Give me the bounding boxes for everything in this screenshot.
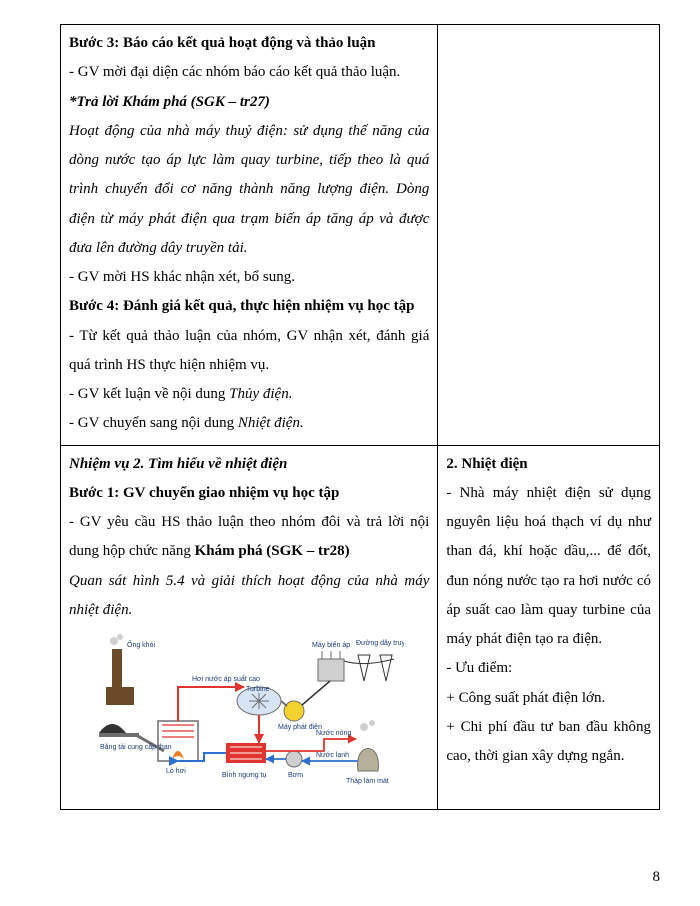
- thermal-plant-svg: Ống khói Băng tải cung cấp than: [94, 631, 404, 801]
- step1-line1: - GV yêu cầu HS thảo luận theo nhóm đôi …: [69, 508, 429, 567]
- cell-row2-left: Nhiệm vụ 2. Tìm hiểu về nhiệt điện Bước …: [61, 445, 438, 810]
- cell-row2-right: 2. Nhiệt điện - Nhà máy nhiệt điện sử dụ…: [438, 445, 660, 810]
- cell-row1-right: [438, 25, 660, 446]
- page-number: 8: [653, 863, 661, 892]
- step3-title: Bước 3: Báo cáo kết quả hoạt động và thả…: [69, 29, 429, 58]
- r2-heading: 2. Nhiệt điện: [446, 450, 651, 479]
- answer-title: *Trả lời Khám phá (SGK – tr27): [69, 88, 429, 117]
- step4-line3-pre: - GV chuyển sang nội dung: [69, 415, 238, 431]
- lbl-nuoc-nong: Nước nóng: [316, 730, 351, 737]
- task2-title: Nhiệm vụ 2. Tìm hiểu về nhiệt điện: [69, 450, 429, 479]
- step3-line1: - GV mời đại diện các nhóm báo cáo kết q…: [69, 58, 429, 87]
- lbl-thap-lam-mat: Tháp làm mát: [346, 778, 389, 785]
- r2-body: - Nhà máy nhiệt điện sử dụng nguyên liệu…: [446, 479, 651, 655]
- step4-line2-em: Thủy điện.: [229, 386, 292, 402]
- table-row: Nhiệm vụ 2. Tìm hiểu về nhiệt điện Bước …: [61, 445, 660, 810]
- thermal-plant-diagram: Ống khói Băng tải cung cấp than: [69, 625, 429, 803]
- lbl-binh-ngung: Bình ngưng tụ: [222, 772, 266, 779]
- lbl-ong-khoi: Ống khói: [127, 639, 155, 649]
- answer-body: Hoạt động của nhà máy thuỷ điện: sử dụng…: [69, 117, 429, 263]
- step4-line3: - GV chuyển sang nội dung Nhiệt điện.: [69, 409, 429, 438]
- lbl-hoi-nuoc: Hơi nước áp suất cao: [192, 674, 260, 683]
- step4-title: Bước 4: Đánh giá kết quả, thực hiện nhiệ…: [69, 292, 429, 321]
- r2-adv1: + Công suất phát điện lớn.: [446, 684, 651, 713]
- r2-adv2: + Chi phí đầu tư ban đầu không cao, thời…: [446, 713, 651, 772]
- lbl-turbine: Turbine: [246, 686, 270, 693]
- r2-adv-label: - Ưu điểm:: [446, 654, 651, 683]
- lbl-bang-tai: Băng tải cung cấp than: [100, 742, 172, 751]
- lbl-lo-hoi: Lò hơi: [166, 768, 186, 775]
- observe-line: Quan sát hình 5.4 và giải thích hoạt độn…: [69, 567, 429, 626]
- step4-line2: - GV kết luận về nội dung Thủy điện.: [69, 380, 429, 409]
- step3-line2: - GV mời HS khác nhận xét, bổ sung.: [69, 263, 429, 292]
- lbl-may-bien-ap: Máy biến áp: [312, 640, 350, 649]
- step1-title: Bước 1: GV chuyển giao nhiệm vụ học tập: [69, 479, 429, 508]
- lesson-table: Bước 3: Báo cáo kết quả hoạt động và thả…: [60, 24, 660, 810]
- step4-line1: - Từ kết quả thảo luận của nhóm, GV nhận…: [69, 322, 429, 381]
- step4-line3-em: Nhiệt điện.: [238, 415, 304, 431]
- lbl-bom: Bơm: [288, 772, 303, 779]
- step4-line2-pre: - GV kết luận về nội dung: [69, 386, 229, 402]
- lbl-nuoc-lanh: Nước lạnh: [316, 752, 349, 759]
- table-row: Bước 3: Báo cáo kết quả hoạt động và thả…: [61, 25, 660, 446]
- step1-line1-bold: Khám phá (SGK – tr28): [195, 543, 350, 559]
- lbl-duong-day: Đường dây truyền tải: [356, 638, 404, 647]
- cell-row1-left: Bước 3: Báo cáo kết quả hoạt động và thả…: [61, 25, 438, 446]
